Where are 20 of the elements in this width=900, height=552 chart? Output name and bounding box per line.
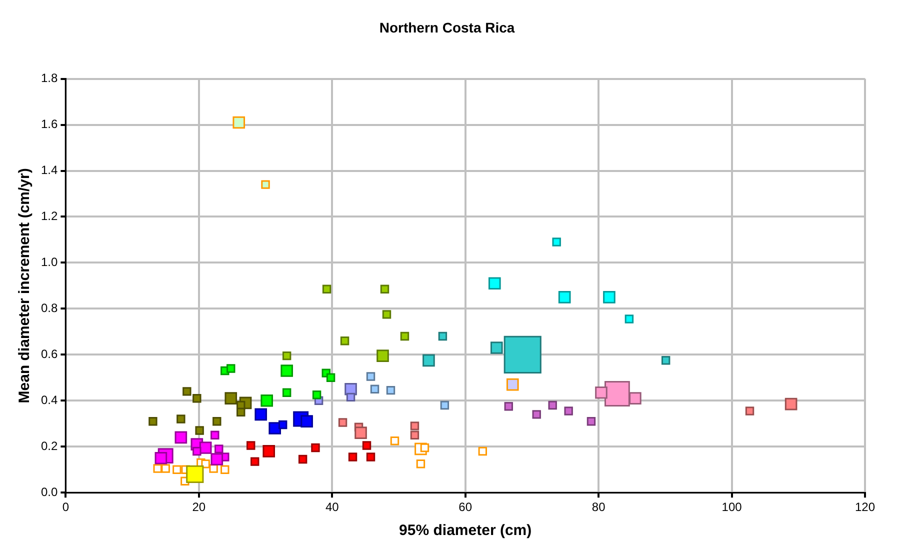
y-tick-label: 1.4 [40,163,58,178]
y-tick-label: 0.6 [40,346,58,361]
y-tick-label: 1.6 [40,117,58,132]
x-tick-label: 40 [325,500,340,514]
y-axis-title: Mean diameter increment (cm/yr) [16,168,34,404]
x-axis-title: 95% diameter (cm) [399,522,532,540]
y-tick-label: 0.4 [40,392,58,407]
x-tick-label: 0 [62,500,70,514]
x-tick-label: 120 [854,500,876,514]
x-tick-label: 60 [458,500,472,514]
y-tick-label: 1.8 [40,71,58,86]
y-tick-label: 0.8 [40,301,58,315]
x-tick-label: 20 [192,500,206,514]
y-tick-label: 0.2 [40,438,58,453]
x-tick-label: 80 [592,500,606,514]
y-tick-label: 1.0 [40,255,58,270]
y-tick-label: 1.2 [40,209,58,224]
y-tick-label: 0.0 [40,484,58,499]
x-tick-label: 100 [722,500,742,514]
chart-title: Northern Costa Rica [379,19,515,36]
